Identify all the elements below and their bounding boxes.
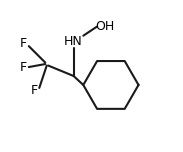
Text: F: F bbox=[19, 37, 26, 50]
Text: OH: OH bbox=[95, 20, 115, 33]
Text: HN: HN bbox=[64, 35, 83, 48]
Text: F: F bbox=[31, 84, 38, 97]
Text: F: F bbox=[19, 60, 26, 74]
